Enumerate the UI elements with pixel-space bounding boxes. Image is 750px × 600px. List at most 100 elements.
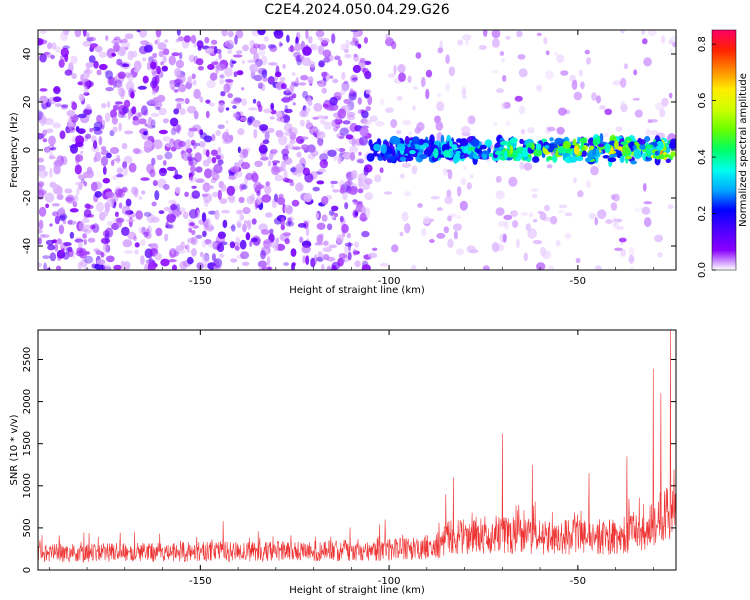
- heatmap-cell: [558, 209, 565, 214]
- heatmap-cell: [529, 212, 533, 218]
- heatmap-cell: [191, 247, 197, 257]
- heatmap-cell: [83, 87, 89, 94]
- heatmap-cell: [143, 131, 148, 136]
- colorbar-frame: [711, 29, 737, 271]
- heatmap-cell: [100, 251, 105, 258]
- heatmap-cell: [307, 98, 313, 107]
- heatmap-cell: [215, 130, 222, 136]
- heatmap-cell: [67, 126, 76, 133]
- heatmap-cell: [350, 74, 359, 83]
- heatmap-cell: [556, 54, 565, 63]
- heatmap-cell: [45, 147, 50, 154]
- heatmap-cell: [323, 240, 329, 246]
- heatmap-cell: [469, 174, 474, 179]
- heatmap-cell: [546, 164, 553, 169]
- heatmap-cell: [536, 32, 542, 37]
- y-tick-label: 0: [22, 147, 33, 153]
- heatmap-cell: [577, 190, 584, 198]
- heatmap-cell: [334, 55, 341, 61]
- heatmap-cell: [89, 128, 93, 133]
- heatmap-cell: [590, 165, 599, 176]
- heatmap-cell: [322, 49, 332, 58]
- heatmap-cell: [645, 144, 654, 149]
- heatmap-cell: [224, 39, 235, 49]
- heatmap-cell: [293, 51, 301, 58]
- heatmap-cell: [125, 81, 135, 92]
- heatmap-cell: [151, 90, 156, 96]
- heatmap-cell: [267, 127, 275, 133]
- heatmap-cell: [401, 211, 409, 222]
- y-tick-label: 0: [22, 567, 33, 573]
- heatmap-cell: [352, 30, 360, 38]
- heatmap-cell: [284, 238, 290, 245]
- heatmap-cell: [117, 111, 125, 118]
- heatmap-cell: [447, 215, 452, 222]
- heatmap-cell: [305, 226, 310, 237]
- heatmap-cell: [285, 143, 294, 150]
- heatmap-cell: [267, 44, 276, 49]
- heatmap-cell: [50, 54, 55, 60]
- heatmap-cell: [152, 52, 158, 59]
- heatmap-cell: [270, 149, 278, 154]
- heatmap-cell: [307, 36, 313, 44]
- heatmap-cell: [508, 176, 518, 187]
- heatmap-cell: [176, 100, 185, 105]
- heatmap-cell: [328, 210, 335, 216]
- heatmap-cell: [77, 113, 87, 119]
- heatmap-cell: [205, 99, 211, 104]
- heatmap-cell: [217, 102, 226, 110]
- heatmap-cell: [352, 36, 356, 44]
- heatmap-cell: [503, 214, 513, 221]
- heatmap-cell: [151, 216, 160, 223]
- heatmap-cell: [647, 119, 653, 124]
- heatmap-cell: [250, 237, 258, 243]
- heatmap-cell: [82, 30, 87, 37]
- heatmap-cell: [66, 110, 76, 117]
- heatmap-cell: [107, 220, 114, 227]
- heatmap-cell: [47, 42, 53, 50]
- heatmap-cell: [275, 65, 280, 76]
- heatmap-cell: [54, 46, 61, 53]
- heatmap-cell: [620, 141, 629, 145]
- heatmap-cell: [404, 191, 412, 197]
- heatmap-cell: [363, 60, 372, 65]
- heatmap-cell: [336, 132, 345, 139]
- heatmap-cell: [121, 143, 128, 150]
- heatmap-cell: [225, 107, 230, 111]
- heatmap-cell: [230, 166, 238, 173]
- heatmap-cell: [143, 231, 149, 238]
- heatmap-cell: [668, 92, 673, 99]
- heatmap-cell: [532, 239, 543, 245]
- heatmap-cell: [144, 44, 153, 53]
- heatmap-cell: [137, 112, 143, 118]
- heatmap-cell: [122, 167, 128, 176]
- heatmap-cell: [150, 61, 157, 70]
- heatmap-cell: [361, 264, 371, 270]
- heatmap-cell: [262, 139, 270, 144]
- heatmap-cell: [147, 116, 153, 126]
- heatmap-cell: [532, 156, 540, 163]
- heatmap-cell: [38, 157, 45, 163]
- heatmap-cell: [295, 182, 304, 192]
- heatmap-cell: [102, 177, 111, 184]
- heatmap-cell: [85, 62, 95, 68]
- heatmap-cell: [74, 194, 79, 202]
- heatmap-cell: [227, 93, 233, 99]
- heatmap-cell: [495, 243, 505, 252]
- heatmap-cell: [261, 194, 272, 203]
- heatmap-cell: [341, 223, 349, 234]
- heatmap-cell: [166, 166, 177, 171]
- heatmap-cell: [263, 108, 273, 114]
- snr-series-line: [38, 330, 676, 563]
- heatmap-cell: [303, 192, 313, 203]
- heatmap-cell: [314, 128, 321, 134]
- heatmap-cell: [181, 153, 190, 157]
- heatmap-cell: [440, 134, 445, 145]
- heatmap-cell: [632, 97, 640, 101]
- heatmap-cell: [573, 177, 577, 184]
- heatmap-cell: [484, 139, 493, 147]
- heatmap-cell: [352, 64, 361, 74]
- heatmap-cell: [516, 30, 523, 38]
- colorbar-ticks: 0.0 0.2 0.4 0.6 0.8: [697, 36, 716, 278]
- heatmap-cell: [384, 151, 388, 160]
